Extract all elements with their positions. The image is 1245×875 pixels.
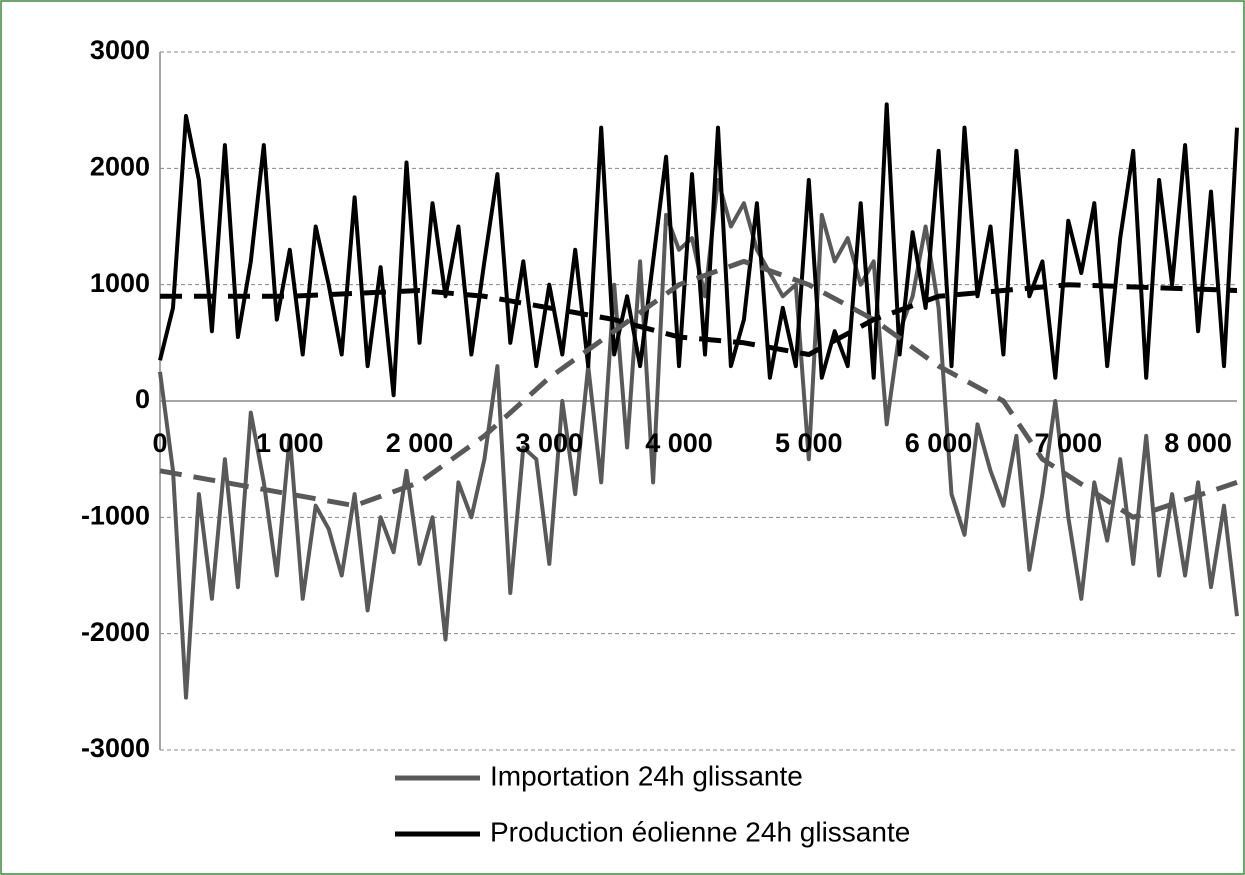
x-tick-label: 0 — [152, 428, 167, 458]
x-tick-label: 4 000 — [645, 428, 713, 458]
x-tick-label: 5 000 — [775, 428, 843, 458]
y-tick-label: 3000 — [90, 35, 150, 65]
trend-line — [159, 258, 1238, 520]
y-tick-label: 0 — [135, 384, 150, 414]
legend-label: Importation 24h glissante — [490, 760, 803, 791]
y-tick-label: -2000 — [81, 617, 150, 647]
y-tick-label: -1000 — [81, 500, 150, 530]
legend-label: Production éolienne 24h glissante — [490, 816, 910, 847]
x-tick-label: 2 000 — [386, 428, 454, 458]
series-line — [158, 102, 1239, 398]
x-tick-label: 1 000 — [256, 428, 324, 458]
y-tick-label: -3000 — [81, 733, 150, 763]
y-tick-label: 2000 — [90, 151, 150, 181]
x-tick-label: 7 000 — [1035, 428, 1103, 458]
y-tick-label: 1000 — [90, 268, 150, 298]
x-tick-label: 3 000 — [515, 428, 583, 458]
trend-line — [160, 282, 1238, 357]
x-tick-label: 8 000 — [1164, 428, 1232, 458]
x-tick-label: 6 000 — [905, 428, 973, 458]
